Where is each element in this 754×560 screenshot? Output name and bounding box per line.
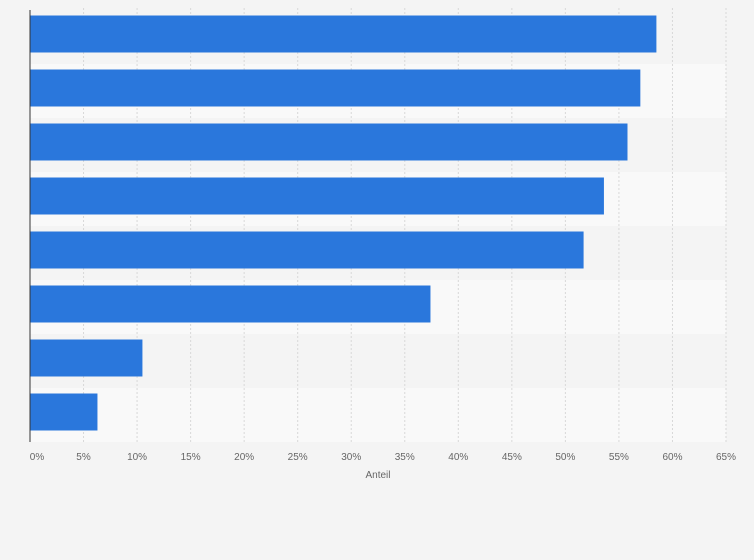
x-tick-labels: 0% 5% 10% 15% 20% 25% 30% 35% 40% 45% 50% 55% 60% 65% [30, 452, 736, 463]
bar[interactable] [30, 339, 143, 377]
x-tick-label: 25% [288, 452, 308, 463]
row-band [30, 334, 726, 388]
x-tick-label: 55% [609, 452, 629, 463]
x-tick-label: 5% [76, 452, 91, 463]
row-band [30, 388, 726, 442]
x-tick-label: 15% [181, 452, 201, 463]
bar[interactable] [30, 123, 628, 161]
bar[interactable] [30, 393, 98, 431]
x-tick-label: 0% [30, 452, 45, 463]
x-axis-title: Anteil [365, 470, 390, 481]
x-tick-label: 40% [448, 452, 468, 463]
x-tick-label: 65% [716, 452, 736, 463]
bar[interactable] [30, 285, 431, 323]
bar[interactable] [30, 231, 584, 269]
x-tick-label: 30% [341, 452, 361, 463]
bar[interactable] [30, 15, 657, 53]
x-tick-label: 60% [662, 452, 682, 463]
x-tick-label: 20% [234, 452, 254, 463]
bar[interactable] [30, 69, 641, 107]
bar[interactable] [30, 177, 604, 215]
x-tick-label: 10% [127, 452, 147, 463]
x-tick-label: 50% [555, 452, 575, 463]
bars [30, 15, 657, 431]
x-tick-label: 45% [502, 452, 522, 463]
x-tick-label: 35% [395, 452, 415, 463]
